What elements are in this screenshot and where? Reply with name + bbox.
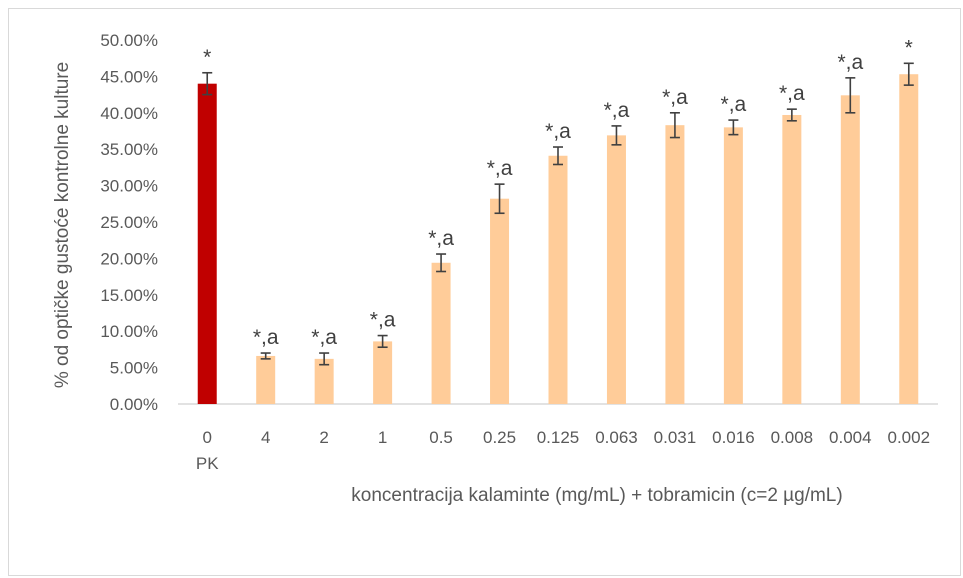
significance-labels: * *,a *,a *,a *,a *,a *,a *,a *,a *,a *,a *,a *	[203, 36, 913, 349]
bar	[373, 341, 393, 404]
x-tick-label: 0	[202, 428, 211, 447]
significance-label: *,a	[545, 120, 571, 143]
x-tick-label: 0.004	[829, 428, 872, 447]
bar	[665, 125, 685, 405]
x-tick-label: 0.25	[483, 428, 516, 447]
error-bars	[202, 62, 914, 366]
y-tick-label: 50.00%	[100, 31, 158, 50]
x-tick-label: 0.031	[654, 428, 697, 447]
significance-label: *,a	[604, 99, 630, 122]
x-axis-ticks: 0 PK 4 2 1 0.5 0.25 0.125 0.063 0.031 0.016 0.008 0.…	[196, 428, 930, 473]
x-tick-label: 0.008	[771, 428, 814, 447]
x-tick-sublabel: PK	[196, 454, 219, 473]
significance-label: *,a	[662, 86, 688, 109]
y-tick-label: 35.00%	[100, 140, 158, 159]
significance-label: *,a	[837, 51, 863, 74]
y-tick-label: 45.00%	[100, 67, 158, 86]
x-axis-title: koncentracija kalaminte (mg/mL) + tobram…	[351, 485, 842, 506]
bar	[490, 198, 510, 404]
y-tick-label: 10.00%	[100, 322, 158, 341]
y-tick-label: 0.00%	[110, 395, 158, 414]
significance-label: *,a	[428, 227, 454, 250]
bar	[840, 95, 860, 404]
y-tick-label: 40.00%	[100, 104, 158, 123]
significance-label: *,a	[487, 157, 513, 180]
x-tick-label: 0.002	[887, 428, 930, 447]
bar	[314, 358, 334, 404]
y-tick-label: 5.00%	[110, 359, 158, 378]
x-tick-label: 0.063	[595, 428, 638, 447]
y-tick-label: 15.00%	[100, 286, 158, 305]
bar	[606, 135, 626, 405]
significance-label: *,a	[779, 82, 805, 105]
bar	[431, 262, 451, 404]
y-tick-label: 20.00%	[100, 249, 158, 268]
y-axis-ticks: 0.00% 5.00% 10.00% 15.00% 20.00% 25.00% 30.00%…	[100, 31, 158, 414]
x-tick-label: 0.5	[429, 428, 453, 447]
bar	[548, 155, 568, 404]
x-tick-label: 1	[378, 428, 387, 447]
bar	[256, 355, 276, 404]
y-tick-label: 25.00%	[100, 213, 158, 232]
significance-label: *	[905, 36, 913, 59]
significance-label: *,a	[311, 326, 337, 349]
significance-label: *	[203, 46, 211, 69]
significance-label: *,a	[253, 326, 279, 349]
bar	[723, 127, 743, 405]
y-axis-title: % od optičke gustoće kontrolne kulture	[52, 62, 73, 388]
significance-label: *,a	[721, 93, 747, 116]
bar	[899, 74, 919, 404]
x-tick-label: 0.016	[712, 428, 755, 447]
x-tick-label: 0.125	[537, 428, 580, 447]
bar	[197, 83, 217, 405]
significance-label: *,a	[370, 309, 396, 332]
bars	[197, 74, 919, 405]
x-tick-label: 4	[261, 428, 270, 447]
bar	[782, 114, 802, 404]
x-tick-label: 2	[319, 428, 328, 447]
chart-frame	[8, 8, 961, 576]
y-tick-label: 30.00%	[100, 177, 158, 196]
